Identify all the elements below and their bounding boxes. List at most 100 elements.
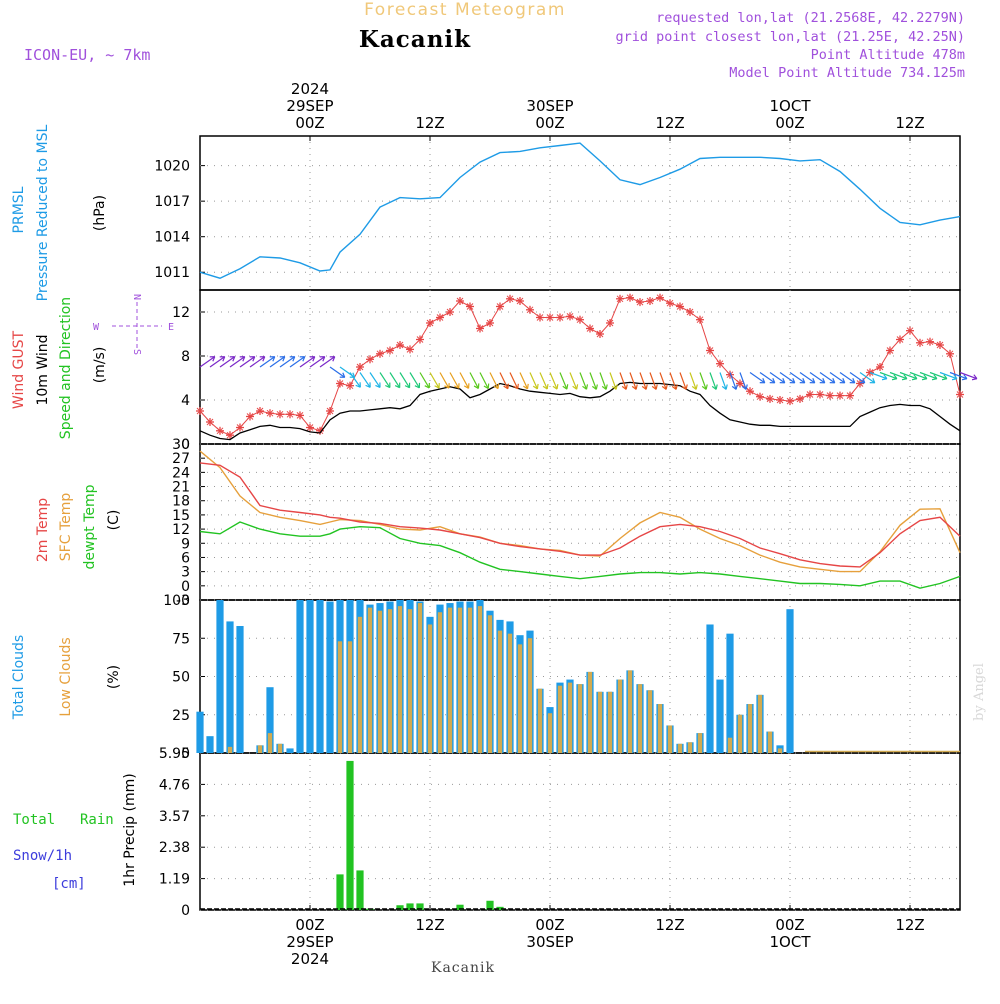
total-cloud-bar [226, 621, 233, 753]
gust-marker [876, 363, 884, 371]
ytick-temp: 21 [172, 480, 190, 496]
ytick-precip: 0 [181, 903, 190, 919]
wind-arrow [570, 373, 578, 390]
gust-marker [216, 427, 224, 435]
ytick-clouds: 75 [172, 631, 190, 647]
wind-arrow-shaft [400, 373, 410, 388]
wind-arrow [710, 373, 717, 390]
gust-marker [776, 396, 784, 404]
compass-s: S [131, 349, 142, 355]
low-cloud-bar [738, 715, 742, 753]
wind-arrow-head [567, 384, 568, 389]
panel-frame-precip [200, 753, 960, 910]
top-tick-label: 12Z [655, 114, 684, 132]
wind-arrow [500, 373, 508, 389]
ytick-clouds: 25 [172, 708, 190, 724]
wind-arrow-head [656, 385, 657, 390]
wind-arrow [600, 373, 607, 390]
ytick-pressure: 1014 [154, 230, 190, 246]
gust-marker [566, 312, 574, 320]
gust-marker [426, 319, 434, 327]
wind-arrow-shaft [360, 373, 370, 388]
wind-arrow [530, 373, 538, 389]
plot-area [196, 143, 977, 910]
wind-arrow [740, 373, 747, 390]
meteogram-title: Forecast Meteogram [364, 0, 566, 20]
gust-marker [576, 316, 584, 324]
low-cloud-bar [438, 612, 442, 753]
ytick-wind: 8 [181, 349, 190, 365]
gust-marker [916, 339, 924, 347]
wind-arrow-head [892, 379, 897, 380]
bottom-tick-label: 00Z [295, 916, 324, 934]
requested-coords: requested lon,lat (21.2568E, 42.2279N) [656, 10, 965, 26]
wind-arrow-head [922, 379, 927, 380]
wind-arrow [410, 373, 419, 388]
gust-marker [826, 392, 834, 400]
wind-arrow [520, 373, 528, 389]
wind-arrow-head [537, 384, 538, 389]
low-cloud-bar [658, 704, 662, 753]
low-cloud-bar [698, 733, 702, 753]
low-cloud-bar [448, 608, 452, 753]
gust-marker [956, 391, 964, 399]
gust-marker [296, 411, 304, 419]
wind-arrow [430, 373, 439, 389]
bottom-tick-label: 00Z [775, 916, 804, 934]
gust-marker [536, 314, 544, 322]
panel-frame-pressure [200, 136, 960, 290]
wind-arrow [640, 373, 647, 390]
gust-marker [206, 418, 214, 426]
rain-bar [356, 870, 363, 910]
gust-marker [326, 407, 334, 415]
total-cloud-bar [306, 600, 313, 753]
wind-arrow-head [528, 384, 529, 389]
wind-arrow-head [508, 384, 509, 389]
precip-mm-label: 1hr Precip (mm) [122, 773, 138, 886]
panel-frame-temp [200, 444, 960, 600]
wind-labels: Wind GUST 10m Wind Speed and Direction (… [11, 294, 174, 439]
gust-marker [796, 395, 804, 403]
location-title: Kacanik [359, 26, 471, 53]
wind-arrow-head [736, 385, 737, 390]
temp2m-line [200, 463, 960, 567]
wind-arrow-head [912, 379, 917, 380]
gust-marker [456, 297, 464, 305]
total-cloud-bar [286, 748, 293, 753]
wind-arrow-head [696, 385, 697, 390]
low-cloud-bar [458, 608, 462, 753]
wind-arrow [550, 373, 558, 390]
gust-marker [596, 330, 604, 338]
pressure-line [200, 143, 960, 278]
model-label: ICON-EU, ~ 7km [24, 46, 150, 64]
low-cloud-bar [428, 624, 432, 753]
wind-arrow [360, 373, 370, 388]
prmsl-label: PRMSL [11, 186, 27, 233]
wind-arrow-shaft [380, 373, 390, 388]
low-cloud-bar [468, 608, 472, 753]
gust-marker [386, 347, 394, 355]
low-cloud-bar [598, 692, 602, 753]
top-tick-label: 12Z [415, 114, 444, 132]
gust-marker [286, 410, 294, 418]
sfc-temp-line [200, 451, 960, 571]
ytick-temp: 27 [172, 451, 190, 467]
wind-arrow [420, 373, 429, 388]
gust-marker [256, 407, 264, 415]
low-cloud-bar [528, 638, 532, 753]
gust-marker [936, 341, 944, 349]
gust-marker [466, 303, 474, 311]
wind-arrow-head [636, 385, 637, 390]
rain-bar [336, 874, 343, 910]
ms-label: (m/s) [92, 347, 108, 384]
low-cloud-bar [758, 695, 762, 753]
gust-marker [506, 295, 514, 303]
gust-marker [686, 308, 694, 316]
low-cloud-bar [278, 744, 282, 753]
total-cloud-bar [716, 680, 723, 753]
gust-marker [346, 382, 354, 390]
wind-arrow-shaft [410, 373, 419, 388]
total-cloud-bar [196, 712, 203, 753]
total-cloud-bar [786, 609, 793, 753]
gust-marker [646, 297, 654, 305]
